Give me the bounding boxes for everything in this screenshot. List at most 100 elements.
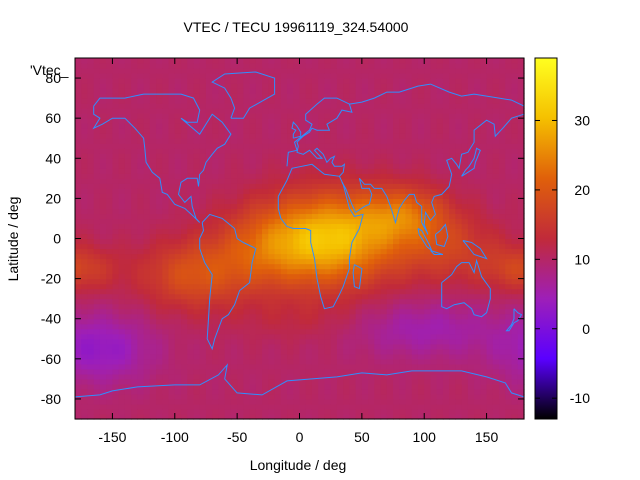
heatmap-cell (336, 228, 344, 235)
heatmap-cell (87, 223, 95, 230)
heatmap-cell (237, 393, 244, 400)
heatmap-cell (386, 83, 394, 89)
heatmap-cell (87, 273, 95, 280)
heatmap-cell (287, 103, 294, 109)
heatmap-cell (499, 113, 506, 119)
heatmap-cell (230, 183, 238, 189)
heatmap-cell (287, 198, 294, 204)
heatmap-cell (168, 328, 176, 335)
heatmap-cell (318, 283, 326, 290)
heatmap-cell (87, 393, 95, 400)
heatmap-cell (118, 228, 126, 235)
heatmap-cell (311, 123, 319, 129)
heatmap-cell (218, 283, 226, 290)
heatmap-cell (93, 228, 101, 235)
heatmap-cell (93, 373, 101, 380)
heatmap-cell (237, 343, 244, 350)
heatmap-cell (449, 193, 457, 199)
heatmap-cell (149, 188, 157, 194)
heatmap-cell (399, 58, 407, 64)
heatmap-cell (330, 413, 338, 420)
heatmap-cell (205, 378, 213, 385)
heatmap-cell (262, 108, 269, 114)
heatmap-cell (262, 98, 269, 104)
heatmap-cell (199, 358, 207, 365)
heatmap-cell (268, 283, 276, 290)
heatmap-cell (411, 303, 419, 310)
heatmap-cell (87, 263, 95, 270)
heatmap-cell (386, 413, 394, 420)
heatmap-cell (355, 408, 363, 415)
heatmap-cell (93, 398, 101, 405)
heatmap-cell (112, 58, 120, 64)
heatmap-cell (455, 288, 463, 295)
heatmap-cell (168, 123, 176, 129)
heatmap-cell (374, 283, 382, 290)
heatmap-cell (311, 233, 319, 240)
heatmap-cell (336, 303, 344, 310)
heatmap-cell (361, 173, 369, 179)
heatmap-cell (224, 123, 232, 129)
heatmap-cell (187, 408, 195, 415)
heatmap-cell (474, 348, 481, 355)
heatmap-cell (224, 93, 232, 99)
heatmap-cell (461, 393, 469, 400)
heatmap-cell (212, 198, 220, 204)
heatmap-cell (137, 228, 145, 235)
heatmap-cell (380, 333, 388, 340)
heatmap-cell (262, 393, 269, 400)
heatmap-cell (324, 148, 332, 154)
heatmap-cell (118, 343, 126, 350)
heatmap-cell (505, 368, 513, 375)
heatmap-cell (168, 403, 176, 410)
heatmap-cell (330, 63, 338, 69)
heatmap-cell (218, 178, 226, 184)
heatmap-cell (374, 243, 382, 250)
heatmap-cell (106, 198, 114, 204)
heatmap-cell (193, 88, 201, 94)
heatmap-cell (449, 133, 457, 139)
heatmap-cell (480, 213, 488, 220)
heatmap-cell (480, 68, 488, 74)
heatmap-cell (393, 313, 400, 320)
heatmap-cell (293, 388, 301, 395)
heatmap-cell (168, 313, 176, 320)
heatmap-cell (380, 68, 388, 74)
heatmap-cell (99, 223, 107, 230)
heatmap-cell (181, 368, 188, 375)
heatmap-cell (455, 343, 463, 350)
heatmap-cell (405, 353, 413, 360)
heatmap-cell (361, 268, 369, 275)
heatmap-cell (411, 133, 419, 139)
heatmap-cell (193, 303, 201, 310)
heatmap-cell (149, 78, 157, 84)
heatmap-cell (274, 208, 282, 215)
heatmap-cell (137, 198, 145, 204)
heatmap-cell (212, 253, 220, 260)
heatmap-cell (218, 203, 226, 210)
heatmap-cell (436, 243, 444, 250)
heatmap-cell (474, 318, 481, 325)
heatmap-cell (137, 373, 145, 380)
heatmap-cell (287, 263, 294, 270)
heatmap-cell (499, 363, 506, 370)
heatmap-cell (268, 233, 276, 240)
heatmap-cell (137, 368, 145, 375)
heatmap-cell (168, 188, 176, 194)
heatmap-cell (368, 318, 375, 325)
heatmap-cell (474, 403, 481, 410)
heatmap-cell (336, 143, 344, 149)
heatmap-cell (168, 283, 176, 290)
heatmap-cell (405, 258, 413, 265)
heatmap-cell (436, 233, 444, 240)
heatmap-cell (174, 253, 182, 260)
heatmap-cell (393, 293, 400, 300)
heatmap-cell (131, 233, 138, 240)
heatmap-cell (249, 313, 257, 320)
heatmap-cell (293, 343, 301, 350)
heatmap-cell (299, 338, 307, 345)
heatmap-cell (480, 118, 488, 124)
heatmap-cell (461, 298, 469, 305)
heatmap-cell (293, 148, 301, 154)
heatmap-cell (243, 353, 251, 360)
